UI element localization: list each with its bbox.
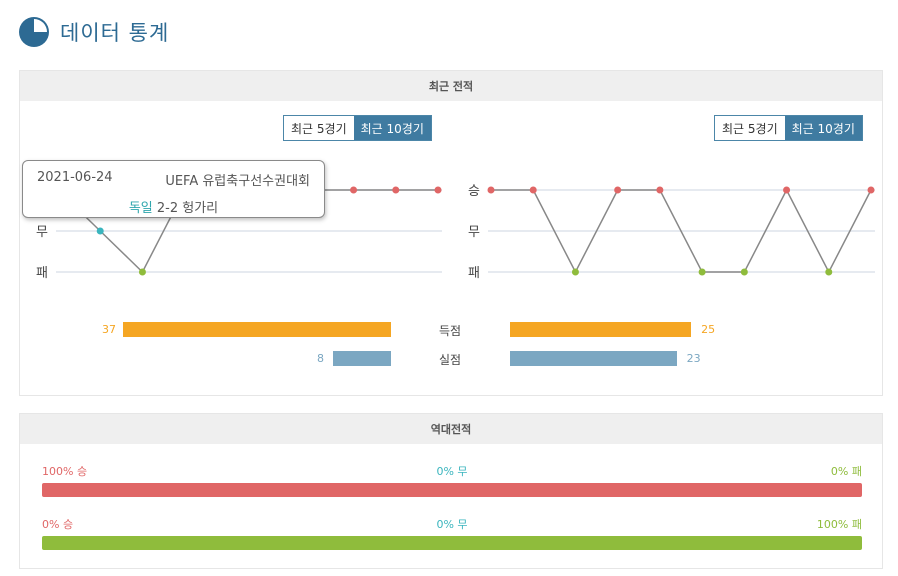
head-to-head-heading: 역대전적 — [20, 414, 882, 444]
away-conceded-bar — [510, 351, 677, 366]
away-form-point — [529, 186, 537, 194]
tooltip-score: 2-2 — [156, 201, 179, 216]
match-tooltip: 2021-06-24 UEFA 유럽축구선수권대회 독일 2-2 헝가리 — [22, 160, 325, 218]
home-recent-10-button[interactable]: 최근 10경기 — [353, 116, 431, 140]
h2h-row1-draw: 0% 무 — [436, 465, 468, 478]
away-form-point — [656, 186, 664, 194]
head-to-head-panel: 역대전적 100% 승 0% 무 0% 패 0% 승 0% 무 100% 패 — [19, 413, 883, 569]
h2h-row1-bar — [42, 483, 862, 497]
away-recent-toggle: 최근 5경기 최근 10경기 — [714, 115, 863, 141]
tooltip-competition: UEFA 유럽축구선수권대회 — [165, 174, 310, 189]
home-form-point — [138, 268, 146, 276]
away-form-point — [571, 268, 579, 276]
h2h-row2-win: 0% 승 — [42, 518, 74, 531]
home-recent-toggle: 최근 5경기 최근 10경기 — [283, 115, 432, 141]
away-axis-label: 승 — [468, 184, 480, 199]
away-form-point — [825, 268, 833, 276]
away-goals-value: 25 — [701, 323, 716, 336]
away-form-point — [698, 268, 706, 276]
tooltip-away-team: 헝가리 — [182, 201, 219, 216]
home-goals-bar — [123, 322, 391, 337]
home-goals-value: 37 — [102, 323, 116, 336]
home-form-point — [96, 227, 104, 235]
tooltip-home-team: 독일 — [128, 201, 153, 216]
goals-label: 득점 — [438, 324, 462, 338]
h2h-row2-bar — [42, 536, 862, 550]
tooltip-date: 2021-06-24 — [37, 170, 113, 185]
away-form-point — [783, 186, 791, 194]
away-form-point — [867, 186, 875, 194]
home-axis-label: 패 — [36, 266, 48, 281]
away-form-point — [487, 186, 495, 194]
away-form-point — [614, 186, 622, 194]
away-form-line — [491, 188, 872, 274]
conceded-label: 실점 — [438, 353, 462, 367]
recent-form-heading: 최근 전적 — [20, 71, 882, 101]
h2h-row1-loss: 0% 패 — [830, 465, 862, 478]
h2h-row2-draw: 0% 무 — [436, 518, 468, 531]
away-recent-10-button[interactable]: 최근 10경기 — [784, 116, 862, 140]
recent-form-panel: 최근 전적 최근 5경기 최근 10경기 최근 5경기 최근 10경기 승무패승… — [19, 70, 883, 396]
page-title: 데이터 통계 — [60, 21, 170, 45]
page-header: 데이터 통계 — [18, 14, 169, 50]
away-goals-bar — [510, 322, 692, 337]
h2h-row2-loss: 100% 패 — [816, 518, 862, 531]
home-conceded-bar — [333, 351, 391, 366]
away-recent-5-button[interactable]: 최근 5경기 — [715, 116, 785, 140]
home-recent-5-button[interactable]: 최근 5경기 — [284, 116, 354, 140]
h2h-row2-labels: 0% 승 0% 무 100% 패 — [42, 516, 862, 531]
h2h-row1-labels: 100% 승 0% 무 0% 패 — [42, 463, 862, 478]
home-form-point — [350, 186, 358, 194]
home-axis-label: 무 — [36, 225, 48, 240]
away-axis-label: 패 — [468, 266, 480, 281]
h2h-row1-win: 100% 승 — [42, 465, 88, 478]
home-form-point — [392, 186, 400, 194]
away-axis-label: 무 — [468, 225, 480, 240]
home-conceded-value: 8 — [317, 352, 325, 365]
pie-chart-icon — [19, 17, 49, 47]
away-form-point — [740, 268, 748, 276]
home-form-point — [434, 186, 442, 194]
away-conceded-value: 23 — [686, 352, 701, 365]
